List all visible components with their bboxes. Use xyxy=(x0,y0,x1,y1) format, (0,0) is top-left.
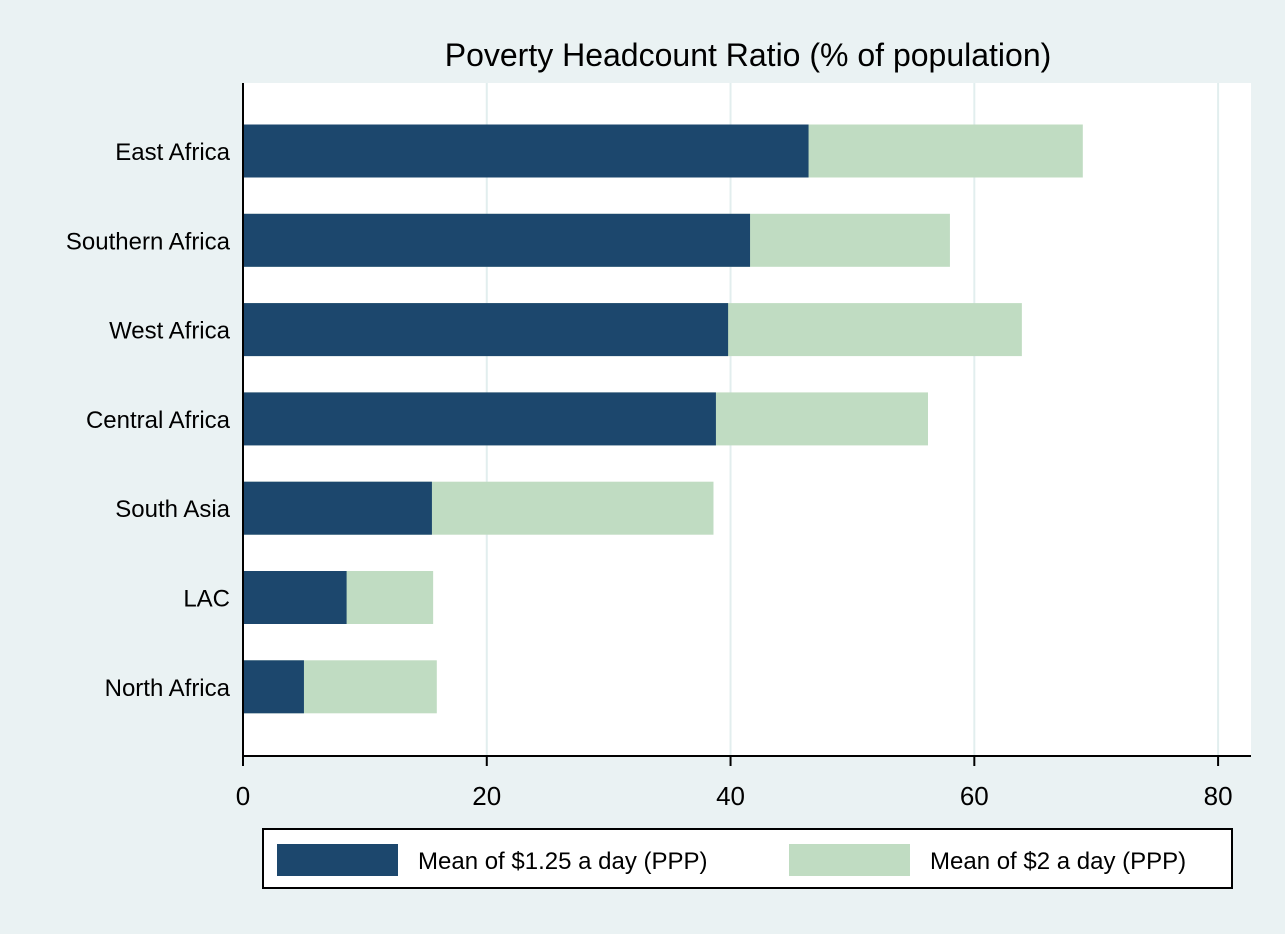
category-label: East Africa xyxy=(115,139,230,166)
bar-125usd-2 xyxy=(243,303,729,357)
x-tick-label: 60 xyxy=(960,781,989,811)
x-tick-label: 40 xyxy=(716,781,745,811)
bar-125usd-5 xyxy=(243,571,347,624)
chart-title: Poverty Headcount Ratio (% of population… xyxy=(445,37,1052,73)
legend-label-2usd: Mean of $2 a day (PPP) xyxy=(930,848,1186,875)
x-tick-label: 20 xyxy=(472,781,501,811)
bar-125usd-1 xyxy=(243,213,751,267)
category-label: South Asia xyxy=(115,496,230,523)
x-tick-label: 80 xyxy=(1204,781,1233,811)
bar-125usd-4 xyxy=(243,481,432,535)
legend-box xyxy=(262,828,1233,889)
x-tick-label: 0 xyxy=(236,781,250,811)
legend-swatch-2usd xyxy=(789,844,910,876)
bar-125usd-6 xyxy=(243,660,304,714)
bar-125usd-3 xyxy=(243,392,716,446)
legend: Mean of $1.25 a day (PPP) Mean of $2 a da… xyxy=(262,828,1233,889)
x-axis: 0 20 40 60 80 xyxy=(236,83,1251,811)
legend-swatch-125usd xyxy=(277,844,398,876)
category-label: LAC xyxy=(183,586,230,613)
bar-125usd-0 xyxy=(243,124,809,178)
bars xyxy=(243,124,1083,714)
category-label: Central Africa xyxy=(86,407,231,434)
category-label: North Africa xyxy=(105,675,231,702)
category-label: West Africa xyxy=(109,318,231,345)
category-labels: East Africa Southern Africa West Africa Cen… xyxy=(66,139,231,702)
category-label: Southern Africa xyxy=(66,228,231,255)
legend-label-125usd: Mean of $1.25 a day (PPP) xyxy=(418,848,708,875)
